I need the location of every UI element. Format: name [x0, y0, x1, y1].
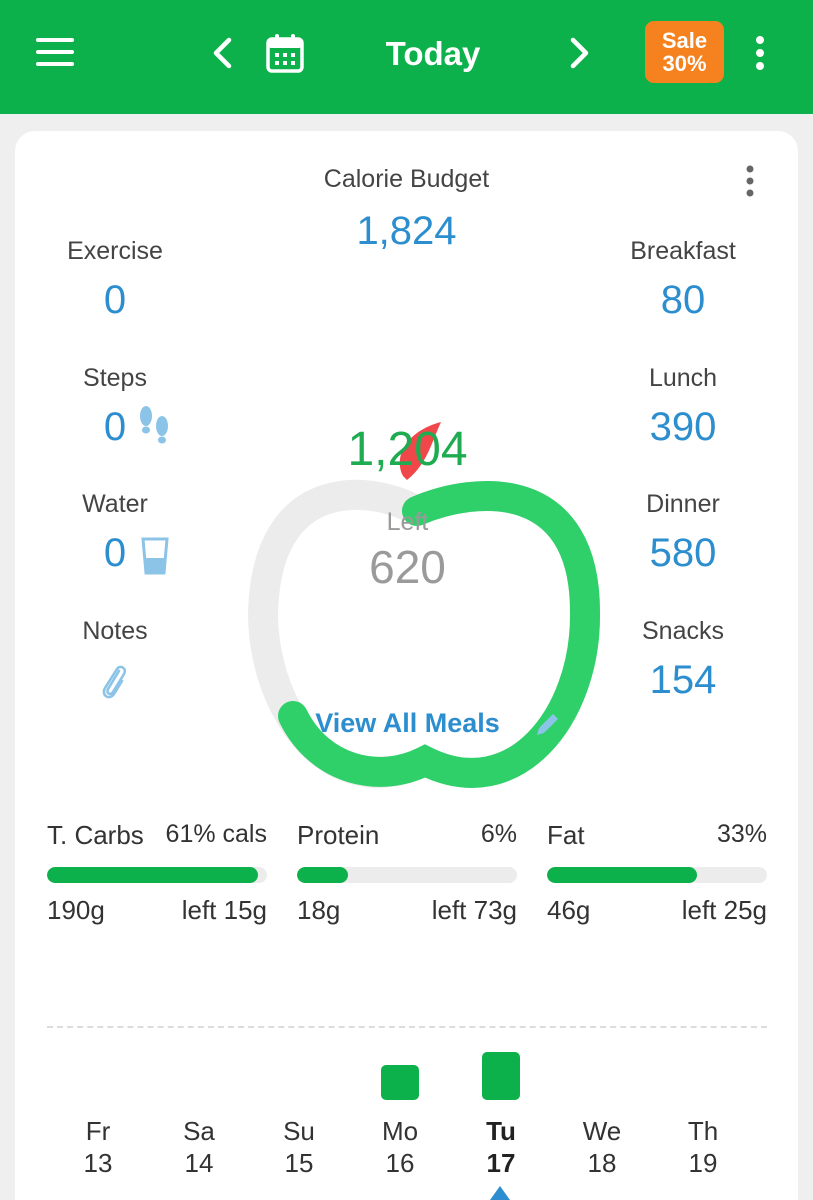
- week-day-we[interactable]: We 18: [562, 1050, 642, 1200]
- day-number: 18: [587, 1148, 617, 1178]
- calories-left-label: Left: [386, 508, 429, 536]
- water-label: Water: [82, 490, 148, 518]
- macro-progress-bar: [47, 867, 267, 883]
- card-options-button[interactable]: [735, 161, 765, 201]
- summary-card: Calorie Budget 1,824 Exercise 0 Steps 0 …: [15, 131, 798, 1200]
- macro-name: Fat: [547, 820, 585, 850]
- day-number: 14: [184, 1148, 214, 1178]
- macro-used: 46g: [547, 895, 591, 925]
- macro-protein[interactable]: Protein 6% 18g left 73g: [297, 820, 517, 930]
- steps-label: Steps: [83, 364, 147, 392]
- view-all-meals-link[interactable]: View All Meals: [315, 708, 500, 738]
- macro-used: 190g: [47, 895, 105, 925]
- calorie-budget-value[interactable]: 1,824: [356, 209, 457, 253]
- more-vertical-icon: [746, 165, 754, 197]
- calendar-button[interactable]: [262, 28, 308, 78]
- hamburger-menu-icon: [36, 38, 74, 66]
- more-vertical-icon: [756, 36, 764, 70]
- sale-badge-button[interactable]: Sale 30%: [645, 21, 724, 83]
- macro-progress-bar: [297, 867, 517, 883]
- steps-value: 0: [103, 405, 127, 449]
- macro-left: left 73g: [431, 895, 517, 925]
- macro-left: left 25g: [681, 895, 767, 925]
- week-day-fr[interactable]: Fr 13: [58, 1050, 138, 1200]
- chevron-left-icon: [213, 37, 232, 69]
- dinner-label: Dinner: [646, 490, 720, 518]
- apple-stem-icon: [399, 422, 441, 480]
- water-value: 0: [103, 531, 127, 575]
- page-title[interactable]: Today: [385, 35, 481, 72]
- breakfast-value: 80: [660, 278, 706, 322]
- exercise-label: Exercise: [67, 237, 163, 265]
- week-day-tu[interactable]: Tu 17: [461, 1050, 541, 1200]
- macro-progress-fill: [47, 867, 259, 883]
- app-header: Today Sale 30%: [0, 0, 813, 114]
- calorie-budget-label: Calorie Budget: [323, 165, 490, 193]
- macro-name: Protein: [297, 820, 380, 850]
- sale-label: Sale: [661, 28, 708, 53]
- week-day-th[interactable]: Th 19: [663, 1050, 743, 1200]
- day-number: 15: [284, 1148, 314, 1178]
- day-number: 19: [688, 1148, 718, 1178]
- selected-day-marker: [490, 1186, 510, 1200]
- exercise-value: 0: [103, 278, 127, 322]
- macro-percent: 6%: [480, 820, 517, 848]
- calories-left-value: 620: [369, 541, 446, 593]
- week-day-mo[interactable]: Mo 16: [360, 1050, 440, 1200]
- chevron-right-icon: [570, 37, 589, 69]
- macro-fat[interactable]: Fat 33% 46g left 25g: [547, 820, 767, 930]
- macro-left: left 15g: [181, 895, 267, 925]
- day-name: Th: [687, 1116, 719, 1146]
- pencil-edit-icon[interactable]: [532, 710, 562, 740]
- breakfast-label: Breakfast: [630, 237, 736, 265]
- paperclip-icon: [102, 665, 127, 699]
- day-calorie-bar: [381, 1065, 419, 1100]
- week-day-sa[interactable]: Sa 14: [159, 1050, 239, 1200]
- macro-progress-bar: [547, 867, 767, 883]
- macro-used: 18g: [297, 895, 341, 925]
- macro-progress-fill: [547, 867, 697, 883]
- day-calorie-bar: [482, 1052, 520, 1100]
- macro-name: T. Carbs: [47, 820, 144, 850]
- macro-percent: 61% cals: [165, 820, 267, 848]
- week-day-su[interactable]: Su 15: [259, 1050, 339, 1200]
- snacks-value: 154: [649, 658, 717, 702]
- day-name: We: [582, 1116, 622, 1146]
- macro-progress-fill: [297, 867, 348, 883]
- day-name: Tu: [486, 1116, 516, 1146]
- overflow-menu-button[interactable]: [742, 30, 778, 76]
- next-day-button[interactable]: [558, 28, 602, 78]
- calories-eaten-value: 1,204: [347, 423, 468, 476]
- section-divider: [47, 1026, 767, 1028]
- macro-carbs[interactable]: T. Carbs 61% cals 190g left 15g: [47, 820, 267, 930]
- day-name: Mo: [381, 1116, 419, 1146]
- water-glass-icon: [141, 537, 169, 575]
- snacks-label: Snacks: [642, 617, 724, 645]
- footsteps-icon: [140, 406, 168, 444]
- day-name: Sa: [183, 1116, 215, 1146]
- sale-percent: 30%: [662, 51, 707, 76]
- lunch-value: 390: [649, 405, 717, 449]
- day-number: 16: [385, 1148, 415, 1178]
- previous-day-button[interactable]: [200, 28, 244, 78]
- day-number: 13: [83, 1148, 113, 1178]
- dinner-value: 580: [649, 531, 717, 575]
- day-number: 17: [486, 1148, 516, 1178]
- notes-label: Notes: [82, 617, 148, 645]
- menu-button[interactable]: [30, 30, 80, 74]
- lunch-label: Lunch: [648, 364, 718, 392]
- day-name: Fr: [85, 1116, 111, 1146]
- calendar-icon: [266, 34, 304, 73]
- day-name: Su: [283, 1116, 315, 1146]
- macro-percent: 33%: [716, 820, 767, 848]
